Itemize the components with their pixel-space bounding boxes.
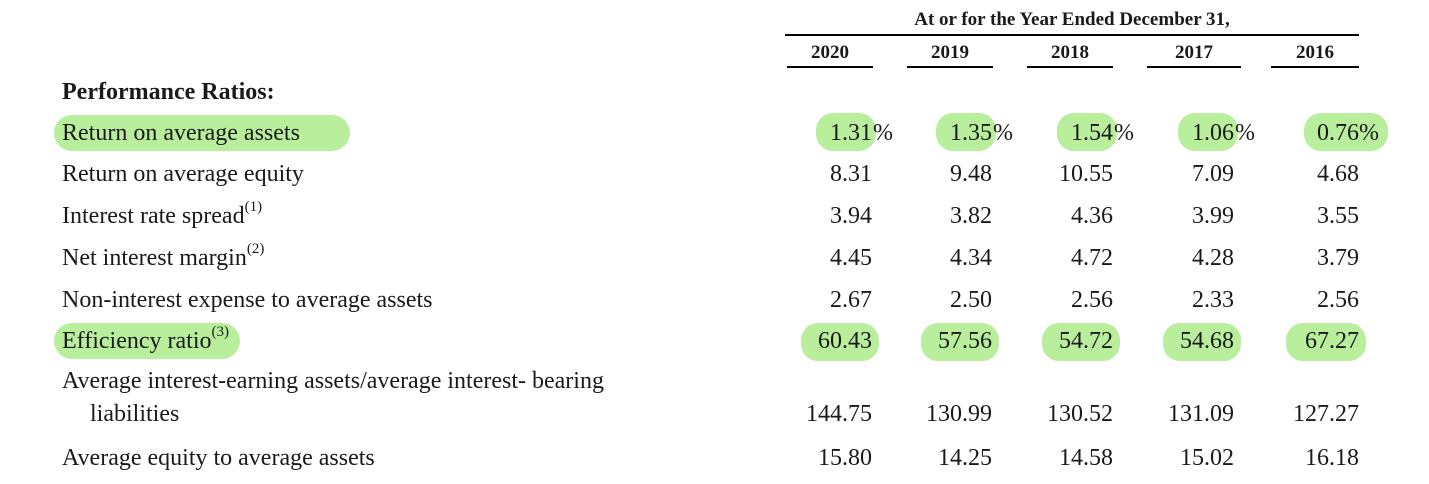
label-highlight: [54, 323, 240, 359]
cell-value: 4.36: [1071, 203, 1113, 229]
cell-value: 54.68: [1180, 328, 1234, 354]
footnote-marker: (1): [244, 199, 263, 215]
cell-value: 15.02: [1180, 445, 1234, 471]
cell-value: 127.27: [1293, 401, 1359, 427]
value-highlight: [921, 323, 999, 361]
value-highlight: [1057, 113, 1117, 151]
section-title: Performance Ratios:: [62, 79, 275, 105]
cell-value: 54.72: [1059, 328, 1113, 354]
value-highlight: [1304, 113, 1388, 151]
cell-value: 131.09: [1168, 401, 1234, 427]
cell-value: 3.94: [830, 203, 872, 229]
cell-value: 16.18: [1305, 445, 1359, 471]
value-highlight: [1163, 323, 1241, 361]
label-highlight: [54, 115, 350, 151]
cell-value: 3.79: [1317, 245, 1359, 271]
year-header-2018: 2018: [1027, 40, 1113, 68]
column-group-header: At or for the Year Ended December 31,: [785, 6, 1359, 36]
cell-value: 4.72: [1071, 245, 1113, 271]
percent-sign: %: [873, 120, 893, 146]
cell-value: 3.82: [950, 203, 992, 229]
year-header-2019: 2019: [907, 40, 993, 68]
cell-value: 130.52: [1047, 401, 1113, 427]
value-highlight: [816, 113, 876, 151]
cell-value: 1.31: [830, 120, 872, 146]
row-label-non-interest-expense: Non-interest expense to average assets: [62, 287, 433, 313]
row-label-net-interest-margin: Net interest margin(2): [62, 241, 265, 272]
value-highlight: [1286, 323, 1366, 361]
cell-value: 1.35: [950, 120, 992, 146]
cell-value: 4.34: [950, 245, 992, 271]
cell-value: 1.06: [1192, 120, 1234, 146]
cell-value: 2.67: [830, 287, 872, 313]
cell-value: 14.58: [1059, 445, 1113, 471]
value-highlight: [1042, 323, 1120, 361]
cell-value: 144.75: [806, 401, 872, 427]
footnote-marker: (3): [211, 324, 229, 340]
cell-value: 15.80: [818, 445, 872, 471]
cell-value: 9.48: [950, 161, 992, 187]
cell-value: 2.56: [1071, 287, 1113, 313]
cell-value: 7.09: [1192, 161, 1234, 187]
cell-value: 4.28: [1192, 245, 1234, 271]
cell-value: 2.50: [950, 287, 992, 313]
cell-value: 8.31: [830, 161, 872, 187]
footnote-marker: (2): [246, 241, 265, 257]
year-header-2020: 2020: [787, 40, 873, 68]
row-label-efficiency-ratio: Efficiency ratio(3): [62, 324, 229, 355]
cell-value: 1.54: [1071, 120, 1113, 146]
cell-value: 3.99: [1192, 203, 1234, 229]
cell-value: 130.99: [926, 401, 992, 427]
row-label-return-on-average-assets: Return on average assets: [62, 120, 300, 146]
cell-value: 3.55: [1317, 203, 1359, 229]
cell-value: 10.55: [1059, 161, 1113, 187]
value-highlight: [1178, 113, 1238, 151]
cell-value: 57.56: [938, 328, 992, 354]
cell-value: 4.68: [1317, 161, 1359, 187]
year-header-2017: 2017: [1147, 40, 1241, 68]
row-label-return-on-average-equity: Return on average equity: [62, 161, 304, 187]
value-highlight: [936, 113, 996, 151]
cell-value: 4.45: [830, 245, 872, 271]
percent-sign: %: [1235, 120, 1255, 146]
cell-value: 67.27: [1305, 328, 1359, 354]
cell-value: 14.25: [938, 445, 992, 471]
value-highlight: [801, 323, 879, 361]
row-label-interest-rate-spread: Interest rate spread(1): [62, 199, 263, 230]
percent-sign: %: [993, 120, 1013, 146]
row-label-average-equity-to-assets: Average equity to average assets: [62, 445, 375, 471]
percent-sign: %: [1114, 120, 1134, 146]
cell-value: 2.33: [1192, 287, 1234, 313]
year-header-2016: 2016: [1271, 40, 1359, 68]
cell-value: 60.43: [818, 328, 872, 354]
percent-sign: %: [1359, 120, 1379, 146]
row-label-average-iea-to-ibl: Average interest-earning assets/average …: [62, 368, 604, 427]
cell-value: 2.56: [1317, 287, 1359, 313]
cell-value: 0.76: [1317, 120, 1359, 146]
